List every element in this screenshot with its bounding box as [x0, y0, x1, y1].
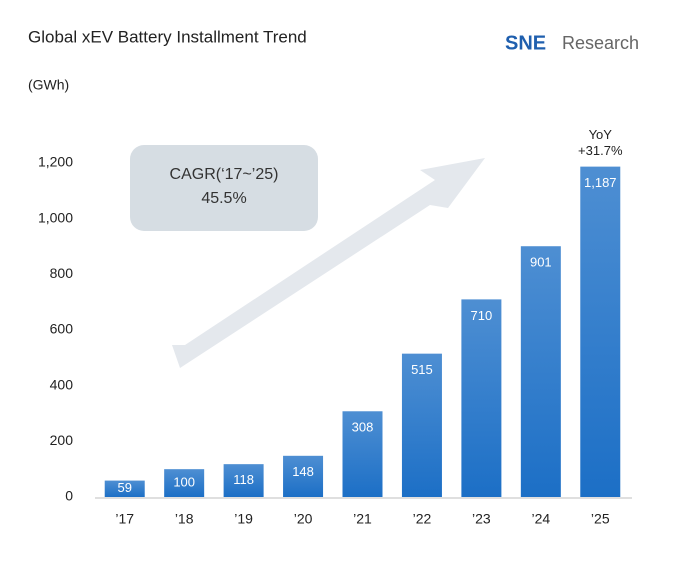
- y-tick-label: 0: [65, 488, 73, 504]
- cagr-value: 45.5%: [201, 190, 246, 207]
- trend-arrow: [172, 158, 485, 368]
- logo-name: Research: [562, 33, 639, 53]
- bar: [223, 464, 264, 497]
- bar: [461, 299, 502, 497]
- value-label: 308: [352, 420, 374, 435]
- x-tick-label: ’23: [472, 511, 491, 527]
- y-tick-label: 1,000: [38, 209, 73, 225]
- yoy-value: +31.7%: [578, 143, 623, 158]
- bar: [104, 480, 145, 497]
- bar: [283, 455, 324, 497]
- cagr-box: [130, 145, 318, 231]
- value-label: 59: [117, 480, 131, 495]
- y-tick-label: 400: [50, 376, 74, 392]
- value-label: 515: [411, 362, 433, 377]
- logo-brand: SNE: [505, 32, 546, 54]
- cagr-title: CAGR(‘17~’25): [170, 166, 279, 183]
- value-label: 901: [530, 255, 552, 270]
- chart-title: Global xEV Battery Installment Trend: [28, 27, 307, 46]
- value-label: 710: [471, 308, 493, 323]
- bar: [342, 411, 383, 497]
- value-label: 148: [292, 464, 314, 479]
- y-tick-label: 200: [50, 432, 74, 448]
- bar: [164, 469, 205, 497]
- bar: [520, 246, 561, 497]
- x-tick-label: ’21: [353, 511, 372, 527]
- y-axis-label: (GWh): [28, 77, 69, 93]
- y-tick-label: 800: [50, 265, 74, 281]
- x-tick-label: ’22: [413, 511, 432, 527]
- value-label: 1,187: [584, 175, 617, 190]
- x-tick-label: ’17: [115, 511, 134, 527]
- value-label: 100: [173, 475, 195, 490]
- yoy-title: YoY: [589, 127, 613, 142]
- bar: [401, 353, 442, 497]
- value-label: 118: [233, 472, 254, 487]
- x-tick-label: ’19: [234, 511, 253, 527]
- bar: [580, 166, 621, 497]
- x-tick-label: ’18: [175, 511, 194, 527]
- x-tick-label: ’24: [531, 511, 550, 527]
- y-tick-label: 1,200: [38, 154, 73, 170]
- y-tick-label: 600: [50, 321, 74, 337]
- x-tick-label: ’25: [591, 511, 610, 527]
- x-tick-label: ’20: [294, 511, 313, 527]
